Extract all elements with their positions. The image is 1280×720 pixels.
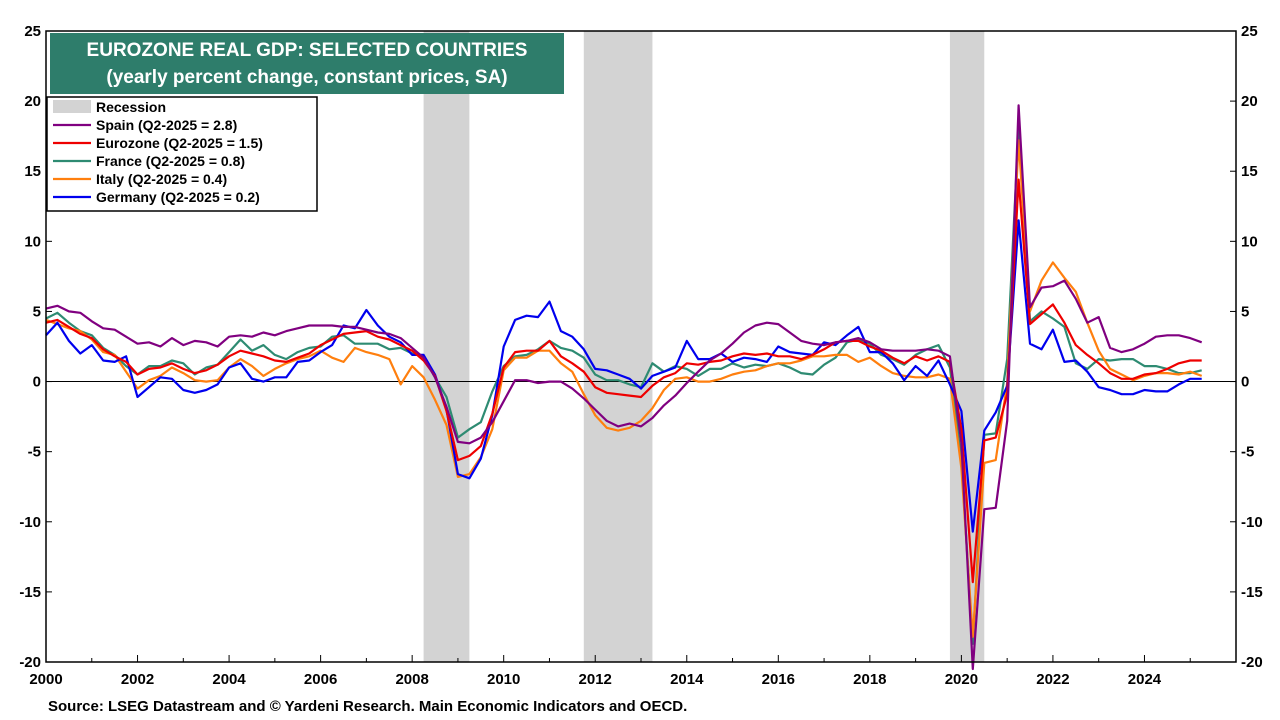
x-tick-label-7: 2014: [670, 671, 704, 688]
y-tick-label-left-3: -5: [28, 444, 41, 461]
y-tick-label-left-0: -20: [19, 654, 41, 671]
y-tick-label-right-3: -5: [1241, 444, 1254, 461]
recession-bands: [423, 31, 985, 662]
series-line-0: [45, 104, 1203, 671]
title-box: EUROZONE REAL GDP: SELECTED COUNTRIES (y…: [50, 33, 564, 94]
legend-label-1: Eurozone (Q2-2025 = 1.5): [96, 135, 263, 151]
x-tick-label-1: 2002: [121, 671, 154, 688]
y-tick-label-right-1: -15: [1241, 584, 1263, 601]
y-tick-label-left-1: -15: [19, 584, 41, 601]
x-tick-label-11: 2022: [1036, 671, 1069, 688]
series-lines: [45, 104, 1203, 671]
x-tick-label-0: 2000: [29, 671, 62, 688]
chart-subtitle: (yearly percent change, constant prices,…: [106, 67, 507, 88]
legend-label-0: Spain (Q2-2025 = 2.8): [96, 117, 237, 133]
y-tick-label-right-7: 15: [1241, 163, 1258, 180]
legend-label-2: France (Q2-2025 = 0.8): [96, 153, 245, 169]
recession-band-0: [423, 31, 470, 662]
y-tick-label-right-4: 0: [1241, 374, 1249, 391]
x-tick-label-9: 2018: [853, 671, 886, 688]
y-tick-label-left-8: 20: [24, 93, 41, 110]
y-tick-label-left-7: 15: [24, 163, 41, 180]
y-tick-label-right-8: 20: [1241, 93, 1258, 110]
x-tick-label-12: 2024: [1128, 671, 1162, 688]
y-tick-label-right-5: 5: [1241, 303, 1249, 320]
y-tick-label-right-2: -10: [1241, 514, 1263, 531]
y-tick-label-left-6: 10: [24, 233, 41, 250]
y-tick-label-right-9: 25: [1241, 23, 1258, 40]
x-tick-label-10: 2020: [945, 671, 978, 688]
legend-swatch-recession: [53, 100, 91, 113]
legend-label-3: Italy (Q2-2025 = 0.4): [96, 171, 227, 187]
y-tick-label-left-9: 25: [24, 23, 41, 40]
x-tick-label-5: 2010: [487, 671, 520, 688]
legend: Recession Spain (Q2-2025 = 2.8) Eurozone …: [46, 96, 318, 212]
y-tick-label-right-6: 10: [1241, 233, 1258, 250]
x-tick-label-6: 2012: [579, 671, 612, 688]
y-tick-label-left-2: -10: [19, 514, 41, 531]
y-tick-label-left-4: 0: [33, 374, 41, 391]
x-tick-label-2: 2004: [212, 671, 246, 688]
x-tick-label-8: 2016: [762, 671, 795, 688]
x-tick-label-3: 2006: [304, 671, 337, 688]
recession-band-1: [583, 31, 653, 662]
y-tick-label-left-5: 5: [33, 303, 41, 320]
source-note: Source: LSEG Datastream and © Yardeni Re…: [48, 698, 687, 715]
y-tick-label-right-0: -20: [1241, 654, 1263, 671]
x-tick-label-4: 2008: [395, 671, 428, 688]
legend-label-recession: Recession: [96, 99, 166, 115]
legend-label-4: Germany (Q2-2025 = 0.2): [96, 189, 260, 205]
chart-title: EUROZONE REAL GDP: SELECTED COUNTRIES: [87, 40, 528, 61]
